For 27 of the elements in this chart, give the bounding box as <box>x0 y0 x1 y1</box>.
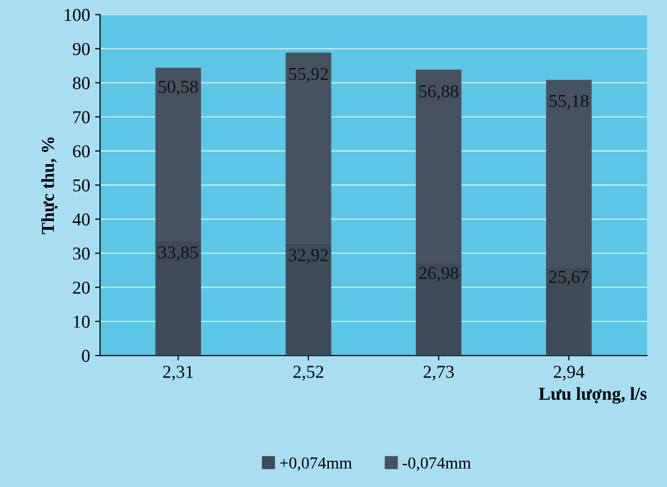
y-tick-label: 10 <box>74 316 90 328</box>
data-label: 26,98 <box>419 266 458 282</box>
y-tick-label: 50 <box>73 179 90 192</box>
y-axis-title: Thực thu, % <box>41 137 58 234</box>
data-label: 32,92 <box>288 249 328 264</box>
y-tick-label: 60 <box>73 145 90 158</box>
data-label: 56,88 <box>419 85 458 100</box>
y-tick-label: 80 <box>72 77 90 90</box>
x-axis-title: Lưu lượng, l/s <box>538 387 647 404</box>
y-tick-label: 90 <box>72 42 90 56</box>
legend-label: -0,074mm <box>402 457 471 472</box>
data-label: 55,92 <box>289 68 328 83</box>
x-tick-label: 2,52 <box>293 366 324 381</box>
data-label: 33,85 <box>158 246 198 262</box>
data-label: 50,58 <box>158 80 198 96</box>
x-tick-label: 2,73 <box>424 366 454 381</box>
x-tick-label: 2,94 <box>554 366 584 381</box>
y-tick-label: 0 <box>82 350 90 362</box>
x-tick-label: 2,31 <box>163 366 193 381</box>
y-tick-label: 30 <box>73 247 90 260</box>
data-label: 55,18 <box>550 94 588 110</box>
legend-label: +0,074mm <box>280 457 352 472</box>
y-tick-label: 70 <box>73 111 90 124</box>
y-tick-label: 40 <box>72 213 90 226</box>
data-label: 25,67 <box>549 270 589 286</box>
y-tick-label: 100 <box>64 8 90 22</box>
y-tick-label: 20 <box>73 282 90 294</box>
